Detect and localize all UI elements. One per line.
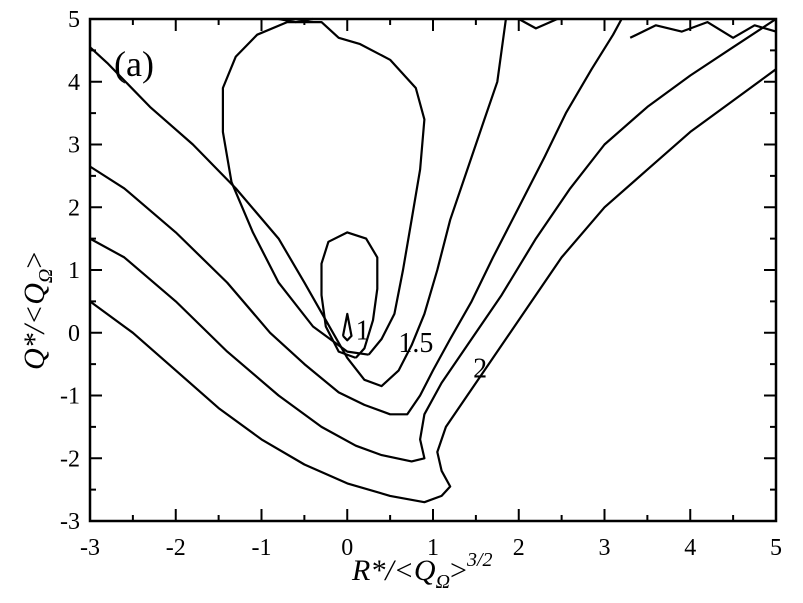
contour-line-3 <box>89 18 507 388</box>
contour-level-label: 1 <box>356 316 370 347</box>
y-axis-label: Q*/<QΩ> <box>18 252 57 370</box>
y-axis-label-sub: Ω <box>35 269 57 283</box>
x-axis-label-sub: Ω <box>436 571 450 593</box>
y-tick-label: -2 <box>60 446 80 472</box>
y-axis-label-main: Q*/<Q <box>18 283 51 370</box>
contour-labels: 1 1.52 <box>356 316 487 385</box>
x-tick-label: -2 <box>166 535 186 561</box>
contour-line-1 <box>341 312 353 342</box>
y-tick-label: -1 <box>60 384 80 410</box>
contour-line-5 <box>89 18 777 463</box>
x-tick-label: 1 <box>427 535 439 561</box>
axis-ticks <box>89 18 777 522</box>
x-axis-label-main: R*/<Q <box>351 554 436 587</box>
x-tick-label: 5 <box>770 535 782 561</box>
x-tick-label: 2 <box>513 535 525 561</box>
y-tick-label: 3 <box>68 133 80 159</box>
y-tick-label: 4 <box>68 70 80 96</box>
y-tick-label: -3 <box>60 509 80 535</box>
contour-line-4 <box>89 18 623 416</box>
contour-line-7 <box>629 21 777 39</box>
y-tick-label: 0 <box>68 321 80 347</box>
y-axis-label-close: > <box>18 252 51 269</box>
y-tick-label: 5 <box>68 7 80 33</box>
x-tick-label: 0 <box>341 535 353 561</box>
tick-labels: -3 -2 -1 0 1 2 3 4 5 -3 -2 -1 0 1 2 3 4 5 <box>60 7 782 561</box>
contour-level-label: 1.5 <box>398 328 433 359</box>
contour-line-0 <box>320 231 379 359</box>
y-tick-label: 1 <box>68 258 80 284</box>
panel-label: (a) <box>114 44 154 84</box>
plot-frame <box>88 17 778 523</box>
contour-lines <box>89 17 777 504</box>
x-tick-label: -3 <box>80 535 100 561</box>
x-axis-label: R*/<QΩ>3/2 <box>351 549 493 593</box>
x-tick-label: 4 <box>684 535 696 561</box>
y-tick-label: 2 <box>68 195 80 221</box>
x-tick-label: 3 <box>599 535 611 561</box>
x-axis-label-close: > <box>450 554 467 587</box>
x-axis-label-sup: 3/2 <box>466 549 493 571</box>
contour-level-label: 2 <box>473 353 487 384</box>
contour-line-9 <box>518 17 558 30</box>
contour-line-6 <box>89 68 777 504</box>
x-tick-label: -1 <box>252 535 272 561</box>
contour-line-2 <box>221 21 426 356</box>
